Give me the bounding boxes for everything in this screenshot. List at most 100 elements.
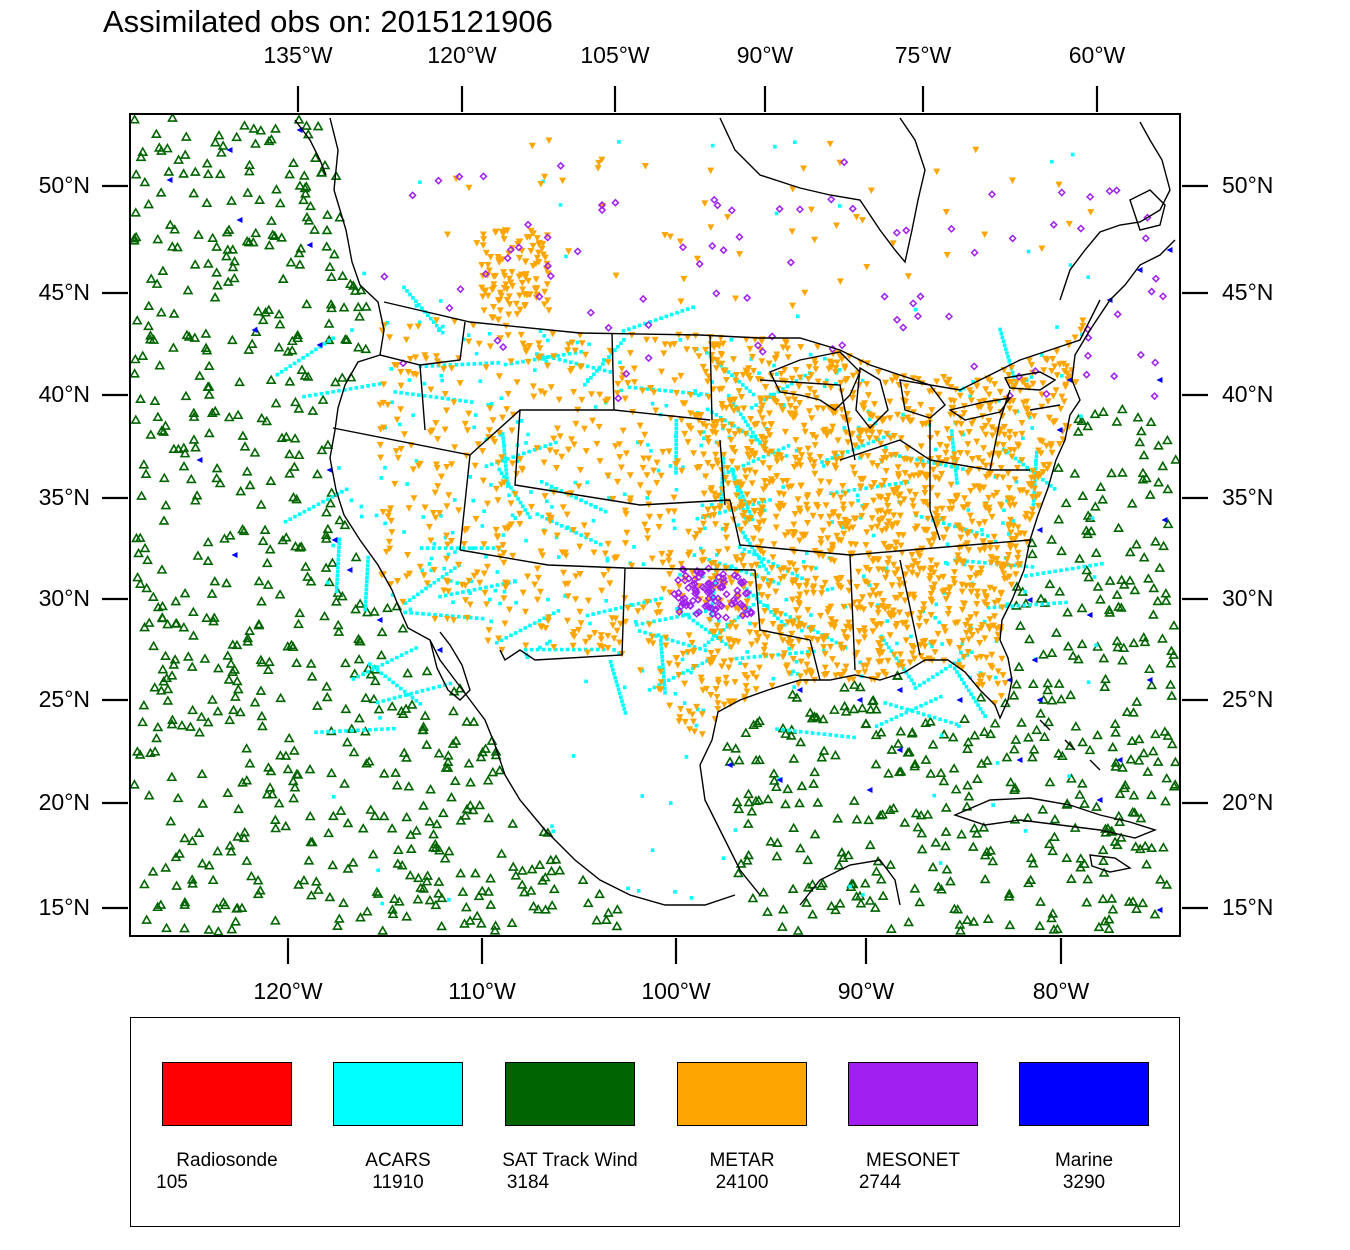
sat-track-wind-marker — [914, 896, 926, 907]
sat-track-wind-marker — [332, 619, 344, 630]
metar-marker — [886, 415, 894, 422]
acars-marker — [842, 426, 847, 430]
metar-marker — [732, 371, 740, 379]
metar-marker — [988, 513, 996, 521]
metar-marker — [855, 639, 863, 646]
acars-marker — [559, 647, 564, 652]
mesonet-marker — [840, 158, 849, 167]
acars-marker — [621, 329, 626, 333]
metar-marker — [942, 596, 950, 603]
acars-marker — [335, 581, 339, 586]
acars-marker — [408, 607, 413, 612]
sat-track-wind-marker — [227, 666, 238, 677]
acars-marker — [406, 692, 411, 697]
right-latitude-label: 30°N — [1222, 585, 1274, 611]
sat-track-wind-marker — [275, 750, 286, 760]
metar-marker — [522, 608, 530, 616]
acars-marker — [914, 706, 918, 710]
sat-track-wind-marker — [231, 131, 243, 142]
metar-marker — [863, 381, 871, 388]
metar-marker — [899, 532, 907, 539]
sat-track-wind-marker — [138, 459, 150, 469]
acars-marker — [461, 590, 465, 594]
sat-track-wind-marker — [1011, 679, 1022, 689]
mesonet-marker — [714, 573, 723, 582]
acars-marker — [1052, 486, 1057, 491]
acars-marker — [773, 144, 777, 149]
sat-track-wind-marker — [166, 241, 178, 251]
metar-marker — [704, 506, 712, 514]
acars-marker — [495, 583, 500, 587]
acars-marker — [335, 577, 340, 582]
metar-marker — [769, 554, 777, 561]
metar-marker — [837, 537, 845, 544]
metar-marker — [739, 552, 747, 560]
sat-track-wind-marker — [293, 247, 305, 258]
metar-marker — [711, 423, 719, 431]
metar-marker — [1032, 494, 1040, 501]
metar-marker — [432, 514, 440, 522]
metar-marker — [908, 650, 916, 657]
sat-track-wind-marker — [178, 622, 190, 632]
sat-track-wind-marker — [228, 272, 240, 283]
sat-track-wind-marker — [347, 857, 359, 867]
sat-track-wind-marker — [1053, 514, 1065, 524]
metar-marker — [773, 458, 781, 465]
mesonet-marker — [741, 589, 750, 598]
sat-track-wind-marker — [221, 577, 232, 588]
acars-marker — [410, 695, 415, 700]
sat-track-wind-marker — [1079, 858, 1090, 868]
metar-marker — [444, 231, 452, 239]
metar-marker — [809, 512, 817, 520]
metar-marker — [761, 446, 769, 453]
acars-marker — [881, 483, 886, 488]
sat-track-wind-marker — [158, 472, 170, 483]
metar-marker — [621, 540, 629, 547]
sat-track-wind-marker — [851, 814, 863, 824]
sat-track-wind-marker — [802, 882, 814, 892]
metar-marker — [804, 520, 812, 527]
metar-marker — [489, 435, 497, 443]
acars-marker — [556, 353, 560, 358]
metar-marker — [483, 601, 491, 608]
acars-marker — [511, 455, 515, 459]
metar-marker — [1007, 364, 1015, 372]
metar-marker — [427, 537, 435, 545]
sat-track-wind-marker — [244, 479, 256, 490]
acars-marker — [364, 591, 368, 596]
metar-marker — [380, 424, 388, 432]
metar-marker — [866, 592, 874, 600]
metar-marker — [578, 340, 586, 347]
sat-track-wind-marker — [446, 791, 457, 802]
acars-marker — [1028, 603, 1033, 607]
acars-marker — [594, 540, 598, 544]
acars-marker — [438, 594, 442, 599]
acars-marker — [734, 656, 739, 661]
metar-marker — [814, 343, 822, 351]
metar-marker — [833, 662, 841, 669]
acars-marker — [712, 582, 717, 586]
acars-marker — [1001, 521, 1005, 525]
acars-marker — [495, 570, 500, 574]
sat-track-wind-marker — [1074, 789, 1086, 799]
sat-track-wind-marker — [213, 130, 225, 140]
sat-track-wind-marker — [267, 229, 279, 239]
sat-track-wind-marker — [196, 711, 207, 721]
acars-marker — [994, 675, 998, 680]
mesonet-marker — [713, 594, 723, 603]
acars-marker — [533, 368, 537, 372]
metar-marker — [986, 452, 994, 459]
metar-marker — [1028, 361, 1036, 369]
metar-marker — [753, 637, 761, 645]
acars-marker — [1070, 152, 1075, 157]
mesonet-marker — [1150, 392, 1159, 401]
sat-track-wind-marker — [253, 575, 265, 586]
sat-track-wind-marker — [776, 921, 788, 931]
acars-marker — [919, 515, 924, 519]
acars-marker — [607, 355, 611, 359]
sat-track-wind-marker — [168, 308, 180, 318]
metar-marker — [829, 423, 837, 431]
sat-track-wind-marker — [242, 632, 254, 643]
metar-marker — [504, 332, 512, 339]
acars-marker — [336, 557, 341, 562]
